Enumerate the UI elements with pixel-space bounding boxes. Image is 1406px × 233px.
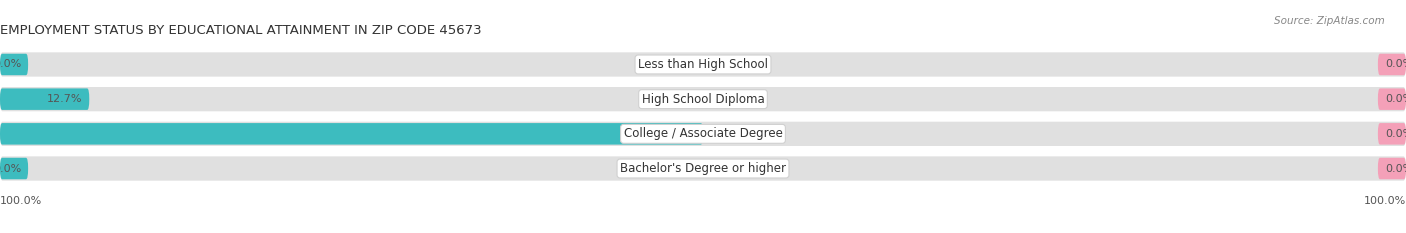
FancyBboxPatch shape [1378, 123, 1406, 145]
Text: Less than High School: Less than High School [638, 58, 768, 71]
Text: 100.0%: 100.0% [0, 196, 42, 206]
Text: 0.0%: 0.0% [1385, 164, 1406, 174]
FancyBboxPatch shape [0, 52, 1406, 77]
FancyBboxPatch shape [0, 88, 89, 110]
Text: 12.7%: 12.7% [46, 94, 82, 104]
Text: 0.0%: 0.0% [1385, 129, 1406, 139]
Text: 0.0%: 0.0% [0, 164, 21, 174]
FancyBboxPatch shape [0, 156, 1406, 181]
Text: 100.0%: 100.0% [654, 129, 696, 139]
Text: EMPLOYMENT STATUS BY EDUCATIONAL ATTAINMENT IN ZIP CODE 45673: EMPLOYMENT STATUS BY EDUCATIONAL ATTAINM… [0, 24, 482, 37]
Text: Source: ZipAtlas.com: Source: ZipAtlas.com [1274, 16, 1385, 26]
FancyBboxPatch shape [0, 158, 28, 179]
FancyBboxPatch shape [0, 87, 1406, 111]
Text: High School Diploma: High School Diploma [641, 93, 765, 106]
Text: Bachelor's Degree or higher: Bachelor's Degree or higher [620, 162, 786, 175]
FancyBboxPatch shape [0, 54, 28, 75]
Text: 0.0%: 0.0% [0, 59, 21, 69]
FancyBboxPatch shape [1378, 54, 1406, 75]
FancyBboxPatch shape [1378, 88, 1406, 110]
Text: 100.0%: 100.0% [1364, 196, 1406, 206]
FancyBboxPatch shape [0, 122, 1406, 146]
FancyBboxPatch shape [1378, 158, 1406, 179]
FancyBboxPatch shape [0, 123, 703, 145]
Text: 0.0%: 0.0% [1385, 94, 1406, 104]
Text: 0.0%: 0.0% [1385, 59, 1406, 69]
Text: College / Associate Degree: College / Associate Degree [624, 127, 782, 140]
